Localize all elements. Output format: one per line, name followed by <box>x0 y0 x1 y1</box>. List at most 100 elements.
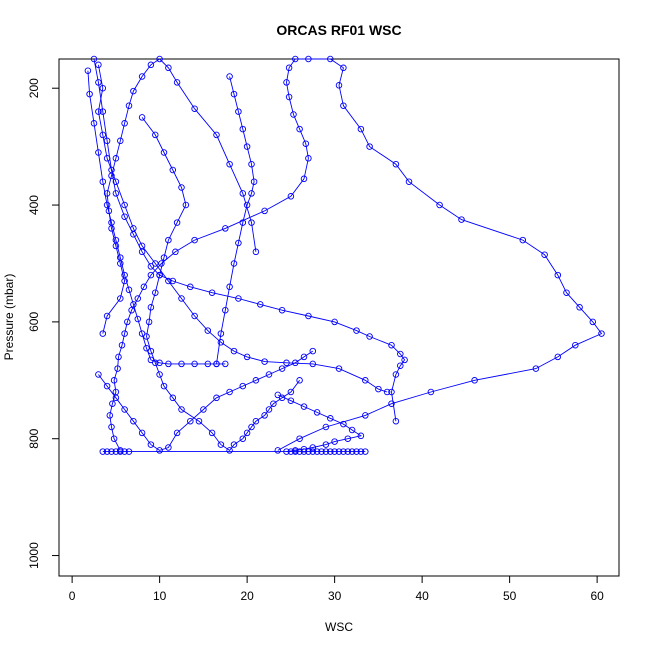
data-point <box>95 108 102 115</box>
data-point <box>222 360 229 368</box>
data-point <box>130 417 137 425</box>
data-point <box>292 55 299 63</box>
data-point <box>99 84 107 92</box>
data-point <box>366 333 373 340</box>
data-point <box>99 108 107 115</box>
chart-title: ORCAS RF01 WSC <box>276 22 401 38</box>
data-point <box>261 207 268 215</box>
data-point <box>110 377 118 384</box>
data-point <box>95 371 102 378</box>
data-point <box>340 420 347 428</box>
data-point <box>392 417 400 425</box>
x-axis: 0 10 20 30 40 50 60 <box>69 576 604 603</box>
data-point <box>248 423 255 431</box>
series-line <box>102 58 257 334</box>
data-point <box>285 93 293 101</box>
data-point <box>252 417 260 425</box>
y-tick-label: 600 <box>27 312 41 332</box>
data-point <box>169 277 177 285</box>
data-point <box>290 111 297 118</box>
plot-area <box>84 55 605 455</box>
data-point <box>362 377 369 384</box>
data-point <box>108 423 115 431</box>
data-point <box>239 219 247 226</box>
data-point <box>118 341 126 349</box>
data-point <box>248 190 255 197</box>
data-point <box>222 225 229 232</box>
data-point <box>191 236 198 244</box>
data-point <box>405 178 413 185</box>
data-point <box>178 406 185 413</box>
data-point <box>335 365 343 372</box>
data-point <box>300 448 308 455</box>
data-point <box>117 254 124 261</box>
data-point <box>300 175 308 183</box>
data-point <box>427 388 435 396</box>
data-point <box>235 295 242 302</box>
data-point <box>121 406 128 413</box>
data-point <box>156 271 163 279</box>
data-point <box>95 61 102 69</box>
data-point <box>239 125 247 133</box>
data-point <box>226 283 233 291</box>
data-point <box>152 289 159 296</box>
data-point <box>160 382 168 390</box>
data-point <box>156 371 163 378</box>
data-point <box>541 251 548 258</box>
data-point <box>344 448 352 455</box>
series-2 <box>138 114 303 454</box>
data-point <box>331 318 338 326</box>
data-point <box>598 330 605 337</box>
data-point <box>99 448 107 455</box>
data-point <box>302 140 310 147</box>
data-point <box>182 201 190 209</box>
data-point <box>274 447 282 454</box>
data-point <box>125 102 133 109</box>
data-point <box>165 444 172 451</box>
data-point <box>292 359 299 367</box>
data-point <box>124 318 131 326</box>
data-point <box>110 435 118 442</box>
data-point <box>305 448 312 455</box>
data-point <box>106 412 114 419</box>
data-point <box>112 448 120 455</box>
data-point <box>217 330 225 337</box>
data-point <box>200 406 207 413</box>
data-point <box>532 365 540 372</box>
series-line <box>98 350 314 451</box>
data-point <box>287 193 295 200</box>
series-line <box>87 70 226 365</box>
data-point <box>388 400 395 407</box>
data-point <box>226 160 233 168</box>
data-point <box>248 219 255 226</box>
data-point <box>160 254 168 261</box>
data-point <box>322 448 330 455</box>
data-point <box>114 365 121 372</box>
data-point <box>204 360 212 368</box>
data-point <box>86 90 93 98</box>
data-point <box>397 350 404 358</box>
data-point <box>121 201 128 209</box>
x-tick-label: 20 <box>240 589 254 603</box>
x-axis-label: WSC <box>325 620 353 634</box>
data-point <box>140 283 148 291</box>
x-tick-label: 60 <box>590 589 604 603</box>
data-point <box>331 448 338 455</box>
data-point <box>554 271 562 279</box>
data-point <box>208 429 216 437</box>
data-point <box>235 239 242 247</box>
data-point <box>348 448 356 455</box>
data-point <box>305 312 312 320</box>
data-point <box>112 155 120 162</box>
data-point <box>348 426 356 434</box>
data-point <box>257 301 264 308</box>
data-point <box>103 382 111 390</box>
data-point <box>327 415 334 422</box>
data-point <box>187 283 194 291</box>
data-point <box>138 330 146 337</box>
data-point <box>178 295 185 302</box>
data-point <box>388 388 395 396</box>
data-point <box>173 219 181 226</box>
